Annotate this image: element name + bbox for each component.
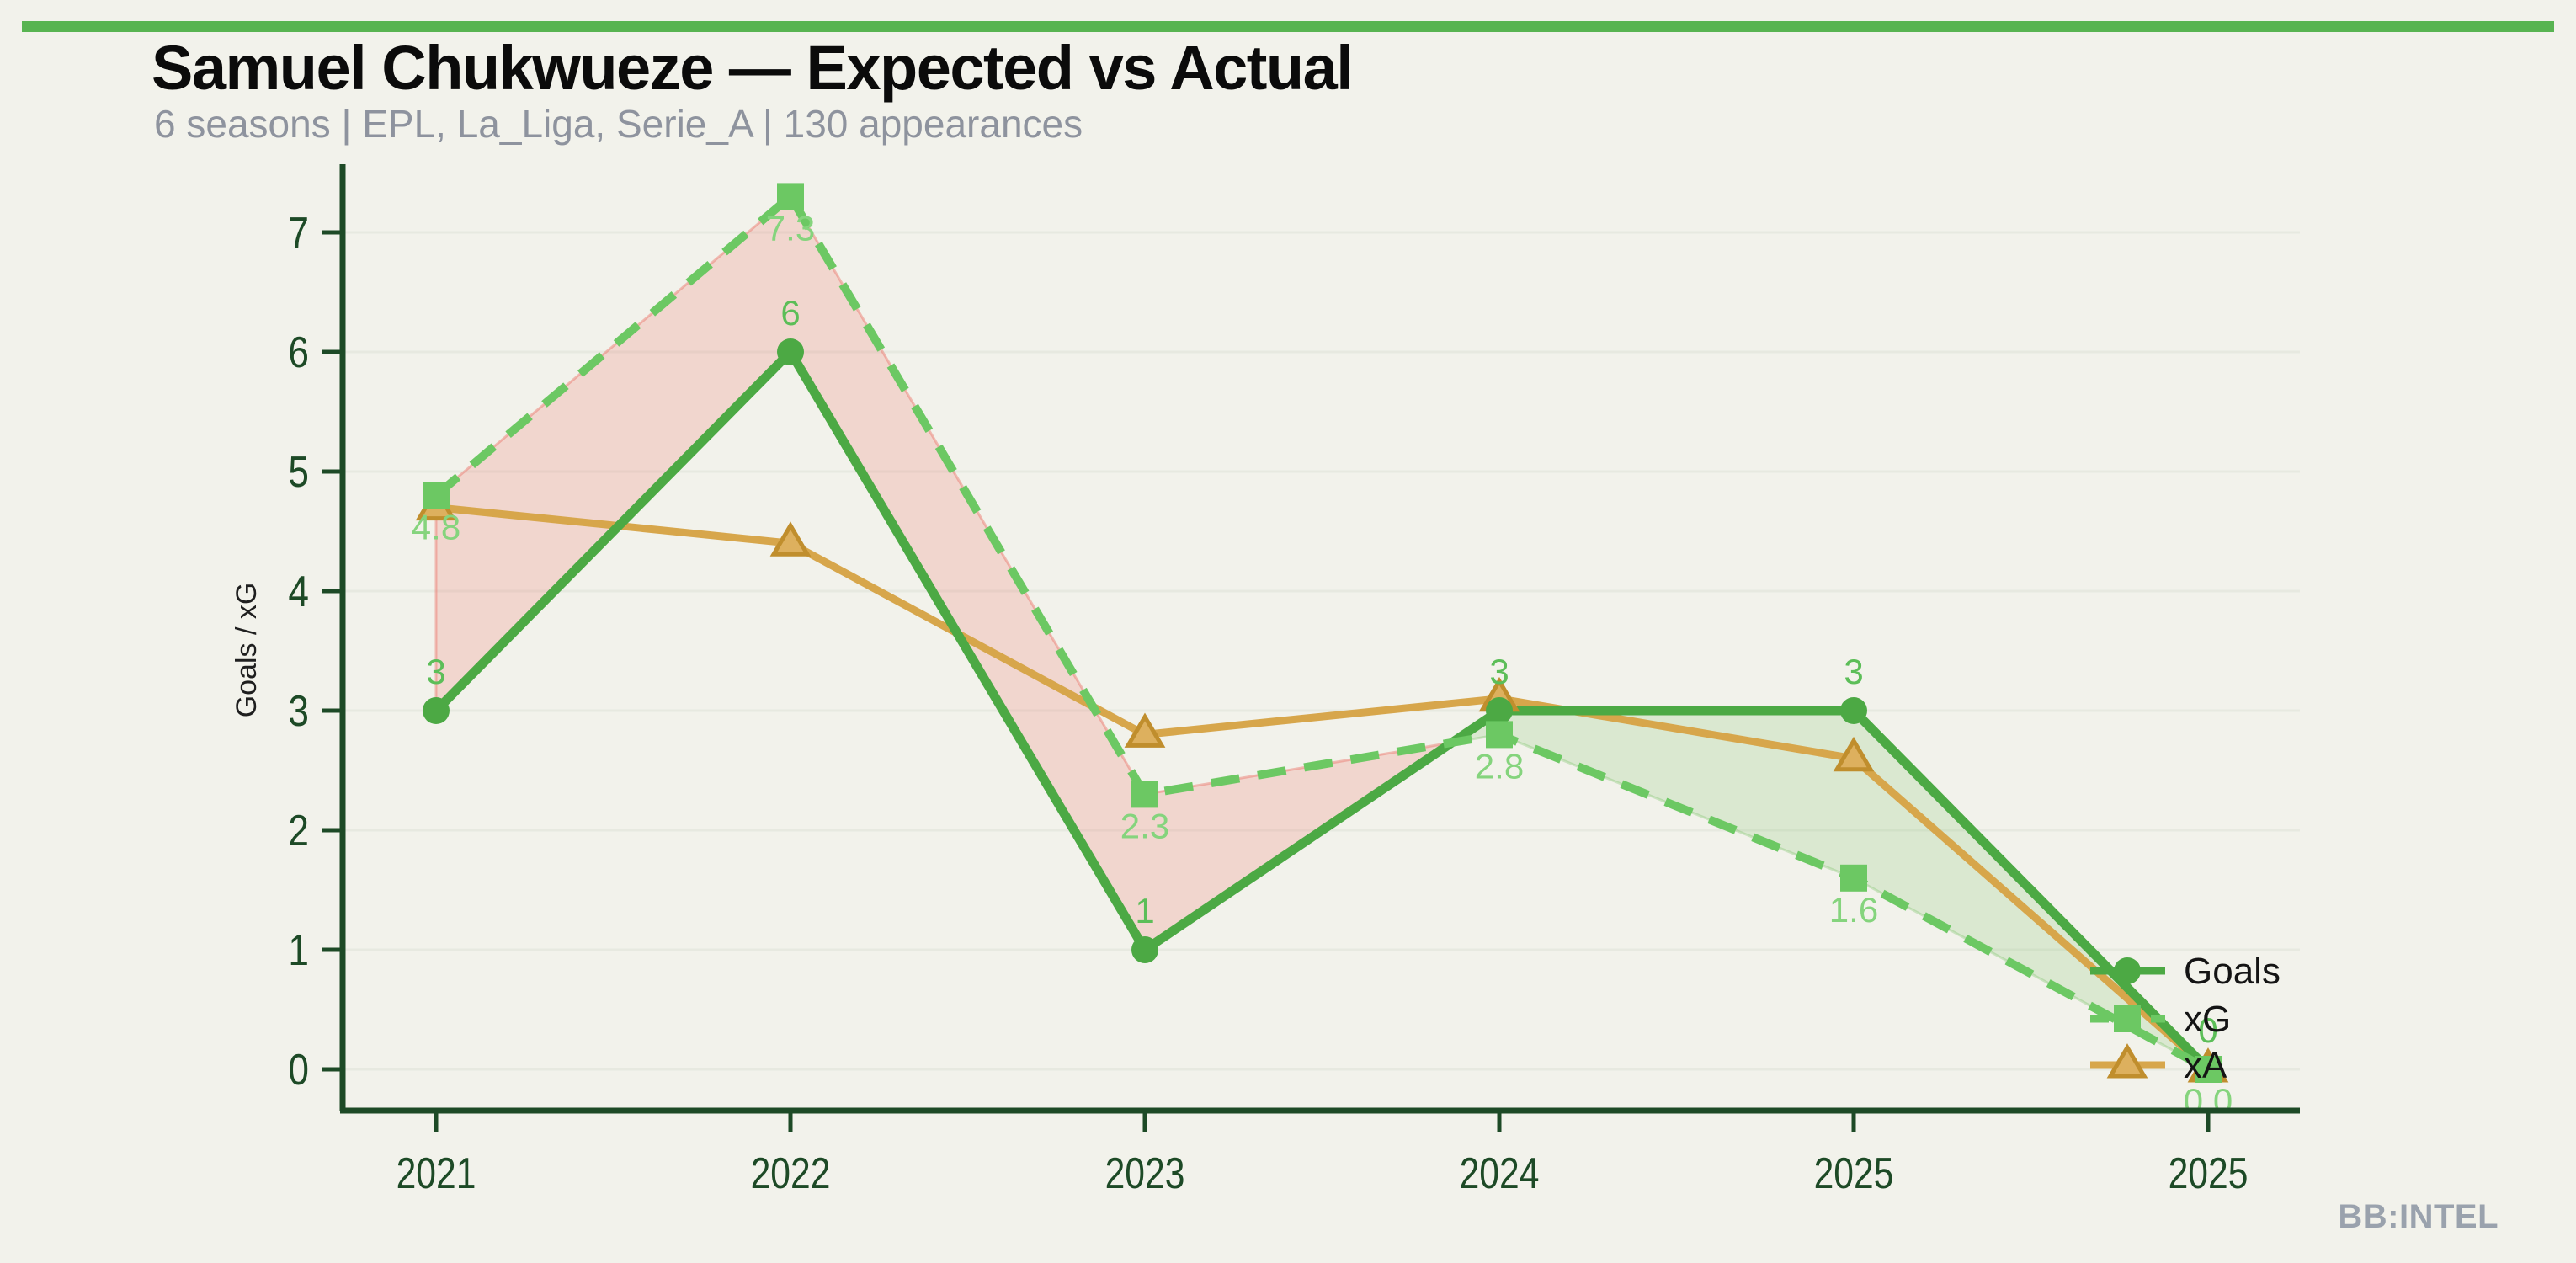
axes <box>339 164 2300 1114</box>
x-tick-label: 2025 <box>1814 1149 1894 1198</box>
xg-point-label: 2.3 <box>1120 806 1169 845</box>
goals-point-label: 0 <box>2198 1010 2217 1050</box>
x-tick-labels: 2021 2022 2023 2024 2025 2025 <box>397 1111 2249 1198</box>
xg-point <box>2195 1056 2222 1083</box>
y-tick-label: 3 <box>288 687 309 736</box>
goals-point <box>423 697 450 724</box>
goals-point <box>1486 697 1513 724</box>
y-tick-label: 6 <box>288 328 309 377</box>
legend-marker-goals <box>2114 957 2141 984</box>
legend-label-xa: xA <box>2184 1045 2227 1086</box>
y-tick-label: 5 <box>288 448 309 497</box>
goals-point-label: 3 <box>1844 652 1863 691</box>
xa-point <box>769 521 812 557</box>
y-tick-label: 2 <box>288 807 309 855</box>
xa-line <box>435 504 2211 1073</box>
xa-point <box>1124 712 1166 748</box>
xg-point-label: 4.8 <box>412 507 460 546</box>
xg-point-label: 2.8 <box>1475 746 1524 786</box>
x-tick-label: 2025 <box>2169 1149 2249 1198</box>
xa-point <box>1833 736 1875 772</box>
y-tick-label: 4 <box>288 568 309 616</box>
underperformance-area <box>434 195 1453 952</box>
goals-point <box>1840 697 1867 724</box>
series-line-xg <box>433 189 2211 1074</box>
legend-marker-xg <box>2114 1005 2141 1032</box>
xg-line <box>433 189 2211 1074</box>
y-tick-label: 0 <box>288 1046 309 1095</box>
y-tick-labels: 0 1 2 3 4 5 6 7 <box>288 209 343 1095</box>
xg-point <box>1840 864 1867 892</box>
legend-label-xg: xG <box>2184 999 2231 1040</box>
legend-label-goals: Goals <box>2184 951 2281 992</box>
goals-point-label: 3 <box>1489 652 1509 691</box>
y-axis-title: Goals / xG <box>231 583 263 718</box>
goals-line <box>433 347 2211 1073</box>
page-subtitle: 6 seasons | EPL, La_Liga, Serie_A | 130 … <box>154 102 1083 146</box>
performance-bands <box>434 195 2210 1071</box>
xg-point <box>1486 721 1513 749</box>
y-axis-title: Goals / xG <box>231 583 263 718</box>
series-line-xa <box>435 504 2211 1073</box>
goals-point <box>777 338 804 365</box>
page-title: Samuel Chukwueze — Expected vs Actual <box>152 33 1354 103</box>
y-tick-label: 1 <box>288 926 309 975</box>
xg-point <box>777 183 804 210</box>
top-accent-bar <box>22 21 2554 32</box>
x-tick-label: 2022 <box>751 1149 831 1198</box>
goals-point-label: 3 <box>426 652 445 691</box>
series-line-goals <box>433 347 2211 1073</box>
legend: Goals xG xA <box>2090 951 2281 1086</box>
x-tick-label: 2024 <box>1460 1149 1540 1198</box>
x-tick-label: 2023 <box>1105 1149 1185 1198</box>
series-points-xg <box>423 183 2222 1083</box>
goals-point-label: 1 <box>1135 891 1154 930</box>
xg-point-label: 7.3 <box>766 208 815 248</box>
y-tick-label: 7 <box>288 209 309 258</box>
brand-watermark: BB:INTEL <box>2338 1198 2499 1235</box>
legend-marker-xa <box>2106 1043 2148 1079</box>
xg-point <box>1131 781 1158 808</box>
xg-point <box>423 482 450 509</box>
x-tick-label: 2021 <box>397 1149 476 1198</box>
goals-point-label: 6 <box>780 293 800 333</box>
xg-point-label: 1.6 <box>1829 890 1878 930</box>
goals-point <box>1131 936 1158 963</box>
